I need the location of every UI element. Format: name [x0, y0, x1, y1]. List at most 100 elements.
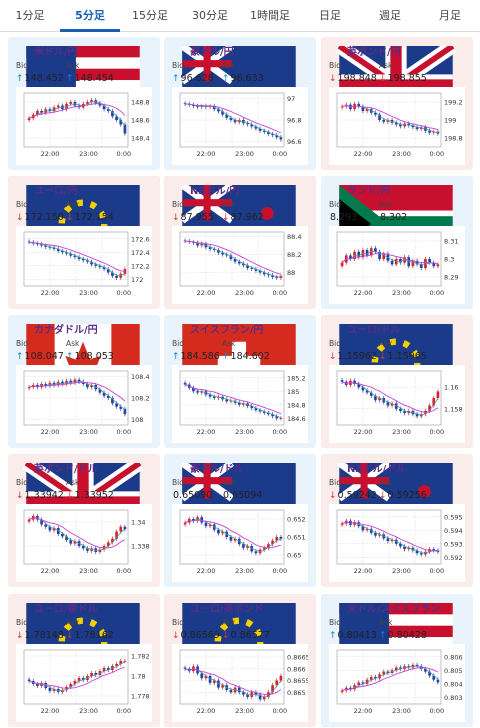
candle-body — [432, 131, 436, 133]
flag-icon — [328, 185, 453, 263]
rate-card[interactable]: カナダドル/円 Bid Ask ↑108.047 ↑108.053 108.4 108.2 1… — [8, 315, 160, 448]
candle-body — [390, 403, 394, 406]
tab-2[interactable]: 5分足 — [60, 0, 120, 32]
ask-value-text: 172.154 — [74, 212, 114, 223]
candlestick-chart[interactable]: 88.4 88.2 88 22:00 23:00 0:00 — [172, 226, 308, 304]
pair-name[interactable]: ユーロ/円 — [34, 186, 78, 197]
x-tick-label: 0:00 — [273, 428, 288, 436]
candle-body — [212, 680, 216, 683]
pair-name[interactable]: 英ポンド/ドル — [34, 464, 98, 475]
candlestick-chart[interactable]: 0.595 0.594 0.593 0.592 22:00 23:00 0:00 — [329, 504, 465, 582]
bid-value: ↓1.33942 — [16, 490, 64, 501]
candle-body — [246, 265, 249, 268]
trend-arrow-icon: ↓ — [379, 352, 387, 362]
candle-body — [98, 102, 102, 106]
candlestick-chart[interactable]: 199.2 199 198.8 22:00 23:00 0:00 — [329, 87, 465, 165]
candle-body — [69, 540, 73, 544]
pair-name[interactable]: 英ポンド/円 — [347, 47, 401, 58]
pair-name[interactable]: ユーロ/英ポンド — [190, 604, 264, 615]
pair-name[interactable]: 米ドル/スイスフラン — [347, 604, 441, 615]
candlestick-chart[interactable]: 0.806 0.805 0.804 0.803 22:00 23:00 0:00 — [329, 644, 465, 722]
candlestick-chart[interactable]: 108.4 108.2 108 22:00 23:00 0:00 — [16, 365, 152, 443]
pair-name[interactable]: ユーロ/ドル — [347, 325, 401, 336]
rate-card[interactable]: スイスフラン/円 Bid Ask ↑184.586 ↑184.602 185.2 185 18… — [164, 315, 316, 448]
tab-7[interactable]: 週足 — [379, 9, 401, 22]
bid-value: 8.293 — [329, 212, 357, 223]
bid-value: ↓1.15962 — [329, 351, 377, 362]
candle-body — [271, 134, 274, 136]
candle-body — [102, 105, 106, 110]
rate-card[interactable]: NZドル/ドル Bid Ask ↓0.59242 ↓0.59256 0.595 0.594 0… — [321, 454, 473, 587]
candle-body — [394, 667, 398, 671]
bid-value-text: 108.047 — [24, 351, 64, 362]
candlestick-chart[interactable]: 97 96.8 96.6 22:00 23:00 0:00 — [172, 87, 308, 165]
x-tick-label: 22:00 — [197, 707, 216, 715]
candlestick-chart[interactable]: 0.652 0.651 0.65 22:00 23:00 0:00 — [172, 504, 308, 582]
x-tick-label: 22:00 — [41, 567, 60, 575]
candle-body — [262, 272, 266, 275]
rate-card[interactable]: ユーロ/ドル Bid Ask ↓1.15962 ↓1.15965 1.16 1.158 22:… — [321, 315, 473, 448]
candle-body — [386, 402, 390, 406]
candle-body — [40, 111, 43, 113]
candle-body — [374, 112, 377, 115]
pair-name[interactable]: ユーロ/豪ドル — [34, 604, 98, 615]
candlestick-chart[interactable]: 172.6 172.4 172.2 172 22:00 23:00 0:00 — [16, 226, 152, 304]
pair-name[interactable]: 豪ドル/円 — [190, 47, 234, 58]
candle-body — [229, 689, 233, 693]
rate-card[interactable]: 豪ドル/ドル Bid Ask 0.65090 0.65094 0.652 0.651 0.65… — [164, 454, 316, 587]
pair-name[interactable]: NZドル/ドル — [347, 464, 407, 475]
x-tick-label: 22:00 — [41, 428, 60, 436]
candle-body — [419, 264, 423, 268]
chart-svg: 199.2 199 198.8 22:00 23:00 0:00 — [329, 87, 465, 165]
candle-body — [69, 253, 73, 256]
rate-card[interactable]: ユーロ/円 Bid Ask ↓172.150 ↓172.154 172.6 172.4 172… — [8, 176, 160, 309]
x-tick-label: 23:00 — [392, 707, 411, 715]
x-tick-label: 0:00 — [273, 150, 288, 158]
tab-1[interactable]: 1分足 — [15, 9, 45, 22]
pair-name[interactable]: NZドル/円 — [190, 186, 240, 197]
bid-value: ↑0.80413 — [329, 630, 377, 641]
rate-card[interactable]: 豪ドル/円 Bid Ask ↑96.628 ↑96.633 97 96.8 96.6 22:00… — [164, 37, 316, 170]
candle-body — [52, 382, 56, 386]
ask-value: ↓1.78162 — [66, 630, 114, 641]
candle-body — [123, 408, 127, 415]
candle-body — [183, 522, 187, 525]
rate-card[interactable]: 英ポンド/ドル Bid Ask ↓1.33942 ↓1.33952 1.34 1.338 22… — [8, 454, 160, 587]
rate-card[interactable]: 米ドル/スイスフラン Bid Ask ↑0.80413 ↑0.80428 0.806 0.8… — [321, 594, 473, 727]
pair-name[interactable]: カナダドル/円 — [34, 325, 98, 336]
candle-body — [267, 544, 270, 548]
candlestick-chart[interactable]: 1.34 1.338 22:00 23:00 0:00 — [16, 504, 152, 582]
rate-card[interactable]: ユーロ/豪ドル Bid Ask ↓1.78148 ↓1.78162 1.782 1.78 1.… — [8, 594, 160, 727]
trend-arrow-icon: ↓ — [222, 213, 230, 223]
y-tick-label: 0.804 — [444, 680, 463, 688]
pair-name[interactable]: ランド/円 — [347, 186, 391, 197]
rate-card[interactable]: 英ポンド/円 Bid Ask ↓198.848 ↓198.855 199.2 199 198.… — [321, 37, 473, 170]
tab-4[interactable]: 30分足 — [192, 9, 228, 22]
candlestick-chart[interactable]: 1.782 1.78 1.778 22:00 23:00 0:00 — [16, 644, 152, 722]
rate-card[interactable]: NZドル/円 Bid Ask ↓87.955 ↓87.962 88.4 88.2 88 22:0… — [164, 176, 316, 309]
rate-card[interactable]: ユーロ/英ポンド Bid Ask ↓0.86569 ↓0.86577 0.8665 0.86… — [164, 594, 316, 727]
pair-name[interactable]: 米ドル/円 — [34, 47, 78, 58]
candle-body — [61, 250, 64, 253]
rate-card[interactable]: ランド/円 Bid Ask 8.293 8.302 8.31 8.3 8.29 22:00 23:… — [321, 176, 473, 309]
trend-arrow-icon: ↓ — [379, 74, 387, 84]
pair-name[interactable]: 豪ドル/ドル — [190, 464, 244, 475]
candlestick-chart[interactable]: 0.8665 0.866 0.8655 0.865 22:00 23:00 0:00 — [172, 644, 308, 722]
pair-name[interactable]: スイスフラン/円 — [190, 325, 264, 336]
candle-body — [115, 116, 118, 120]
candlestick-chart[interactable]: 185.2 185 184.8 184.6 22:00 23:00 0:00 — [172, 365, 308, 443]
tab-3[interactable]: 15分足 — [132, 9, 168, 22]
bid-value: ↓1.78148 — [16, 630, 64, 641]
trend-arrow-icon: ↓ — [379, 491, 387, 501]
candlestick-chart[interactable]: 1.16 1.158 22:00 23:00 0:00 — [329, 365, 465, 443]
tab-5[interactable]: 1時間足 — [250, 9, 290, 22]
candle-body — [246, 123, 249, 125]
candlestick-chart[interactable]: 148.8 148.6 148.4 22:00 23:00 0:00 — [16, 87, 152, 165]
candlestick-chart[interactable]: 8.31 8.3 8.29 22:00 23:00 0:00 — [329, 226, 465, 304]
tab-8[interactable]: 月足 — [439, 9, 461, 22]
tab-6[interactable]: 日足 — [319, 9, 341, 22]
chart-background — [16, 644, 152, 722]
bid-label: Bid — [329, 61, 341, 70]
rate-card[interactable]: 米ドル/円 Bid Ask ↑148.452 ↑148.454 148.8 148.6 148… — [8, 37, 160, 170]
candle-body — [436, 131, 440, 134]
